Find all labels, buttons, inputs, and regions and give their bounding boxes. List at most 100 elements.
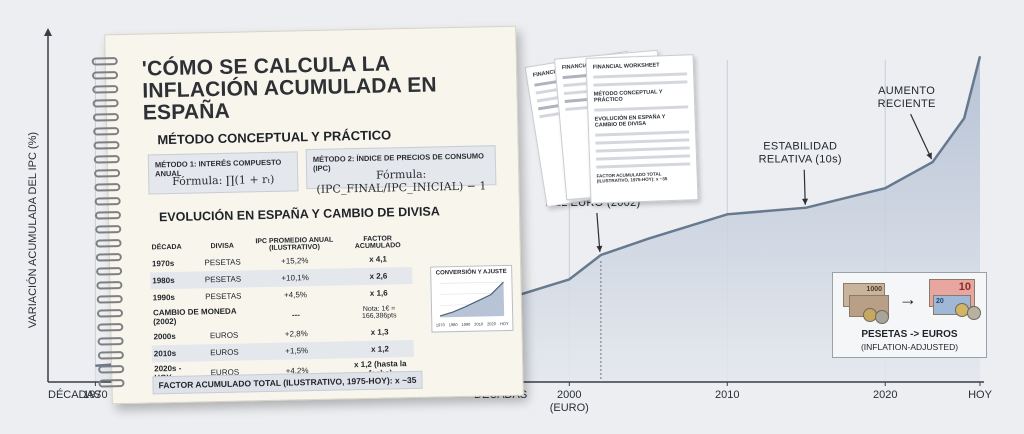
table-cell: CAMBIO DE MONEDA (2002) — [152, 306, 237, 327]
spiral-ring — [94, 211, 122, 220]
x-tick-label: 2010 — [715, 389, 739, 401]
table-cell: PESETAS — [204, 257, 241, 268]
x-tick-sublabel: (EURO) — [550, 402, 589, 414]
table-cell: x 1,2 — [345, 339, 414, 359]
table-cell: +1,5% — [247, 341, 347, 361]
y-axis-label: VARIACIÓN ACUMULADA DEL IPC (%) — [26, 132, 39, 328]
inset-caption-main: PESETAS -> EUROS — [861, 329, 958, 340]
evolution-table: DÉCADA DIVISA IPC PROMEDIO ANUAL (ILUSTRAT… — [149, 234, 414, 384]
annotation-arrow-icon — [802, 198, 809, 205]
spiral-ring — [94, 183, 121, 192]
spiral-ring — [92, 113, 119, 122]
euro-bill-small-value: 20 — [936, 298, 944, 305]
evolution-heading: EVOLUCIÓN EN ESPAÑA Y CAMBIO DE DIVISA — [158, 204, 440, 225]
table-cell: +4,5% — [283, 290, 308, 300]
worksheet-section-1: MÉTODO CONCEPTUAL Y PRÁCTICO — [593, 89, 663, 104]
spiral-ring — [95, 239, 122, 248]
spiral-ring — [98, 379, 125, 388]
table-cell: 2010s — [151, 344, 202, 363]
spiral-ring — [96, 309, 124, 318]
spiral-ring — [97, 351, 124, 360]
method-1-formula: Fórmula: ∏(1 + rₜ) — [172, 172, 275, 188]
annotation-arrow-icon — [596, 245, 603, 252]
spiral-ring — [91, 71, 119, 80]
euro-coin-2 — [967, 306, 981, 320]
table-cell: x 4,1 — [369, 254, 388, 264]
spiral-ring — [93, 127, 120, 136]
table-cell: Nota: 1€ = 166,386pts — [361, 305, 397, 321]
table-cell: 1990s — [152, 292, 176, 303]
mini-line — [439, 281, 504, 317]
spiral-ring — [95, 253, 122, 262]
mini-tick-label: 2010 — [474, 321, 484, 326]
spiral-ring — [97, 323, 124, 332]
method-2-box: MÉTODO 2: ÍNDICE DE PRECIOS DE CONSUMO (… — [305, 145, 497, 196]
annotation-text: RECIENTE — [878, 98, 936, 110]
table-cell: EUROS — [209, 330, 239, 341]
annotation-text: ESTABILIDAD — [763, 141, 837, 153]
peseta-coin-2 — [875, 310, 889, 324]
spiral-ring — [96, 267, 123, 276]
currency-inset: 1000 → 10 20 PESETAS -> EUROS (INFLATION… — [832, 272, 987, 358]
spiral-ring — [91, 57, 118, 66]
table-cell: --- — [291, 309, 300, 319]
spiral-ring — [93, 141, 120, 150]
spiral-ring — [94, 197, 121, 206]
worksheet-front: FINANCIAL WORKSHEET MÉTODO CONCEPTUAL Y … — [585, 54, 699, 204]
spiral-ring — [95, 225, 122, 234]
table-body: 1970s PESETAS +15,2% x 4,1 1980s PESETAS +10,1… — [150, 250, 415, 384]
table-cell: +15,2% — [281, 256, 309, 266]
x-axis-label-left: DÉCADAS — [48, 388, 101, 401]
worksheet-front-title: FINANCIAL WORKSHEET — [592, 62, 660, 71]
arrow-icon: → — [899, 289, 917, 309]
worksheet-total: FACTOR ACUMULADO TOTAL (ILUSTRATIVO, 197… — [596, 171, 668, 184]
inset-caption-sub: (INFLATION-ADJUSTED) — [860, 342, 959, 352]
mini-tick-label: HOY — [500, 321, 509, 326]
mini-tick-label: 1990 — [461, 322, 471, 327]
table-cell: EUROS — [201, 343, 248, 362]
y-axis-arrow-icon — [44, 28, 52, 36]
table-cell: +10,1% — [245, 268, 345, 288]
spiral-ring — [96, 281, 123, 290]
euro-bill-value: 10 — [958, 281, 971, 293]
series-area — [95, 56, 980, 383]
worksheet-section-2: EVOLUCIÓN EN ESPAÑA Y CAMBIO DE DIVISA — [594, 114, 666, 129]
mini-grid-line — [439, 281, 504, 284]
spiral-ring — [98, 365, 125, 374]
table-cell: PESETAS — [199, 270, 246, 289]
mini-chart: CONVERSIÓN Y AJUSTE 1970 1980 1990 2010 2020… — [430, 264, 514, 333]
table-cell: x 2,6 — [344, 266, 413, 286]
table-cell: PESETAS — [205, 291, 242, 302]
method-2-formula: Fórmula: (IPC_FINAL/IPC_INICIAL) − 1 — [316, 167, 487, 196]
method-heading: MÉTODO CONCEPTUAL Y PRÁCTICO — [157, 127, 392, 148]
mini-chart-plot: 1970 1980 1990 2010 2020 HOY — [436, 281, 509, 327]
table-cell: 1980s — [150, 271, 201, 290]
table-cell: +2,8% — [284, 329, 308, 339]
mini-tick-label: 1970 — [436, 322, 446, 327]
spiral-ring — [93, 155, 120, 164]
notebook-title: 'CÓMO SE CALCULA LA INFLACIÓN ACUMULADA … — [141, 52, 438, 125]
spiral-ring — [92, 85, 119, 94]
annotation-leader — [596, 212, 601, 253]
mini-tick-label: 1980 — [449, 322, 459, 327]
table-header-cell: DÉCADA — [151, 243, 182, 251]
mini-area — [440, 282, 505, 318]
table-cell: x 1,6 — [369, 288, 388, 298]
table-cell: 1970s — [151, 258, 175, 269]
spiral-ring — [96, 295, 123, 304]
x-tick-label: 2020 — [873, 389, 897, 401]
spiral-ring — [97, 337, 124, 346]
mini-tick-label: 2020 — [487, 321, 497, 326]
notebook: 'CÓMO SE CALCULA LA INFLACIÓN ACUMULADA … — [91, 25, 524, 405]
annotation-arrow-icon — [926, 152, 932, 160]
annotation-leader — [910, 113, 933, 160]
annotation-text: RELATIVA (10s) — [759, 154, 842, 166]
x-tick-label: 2000 — [557, 389, 581, 401]
spiral-ring — [94, 169, 121, 178]
spiral-ring — [92, 99, 119, 108]
table-cell: x 1,3 — [370, 327, 389, 337]
table-header-cell: DIVISA — [210, 242, 234, 250]
